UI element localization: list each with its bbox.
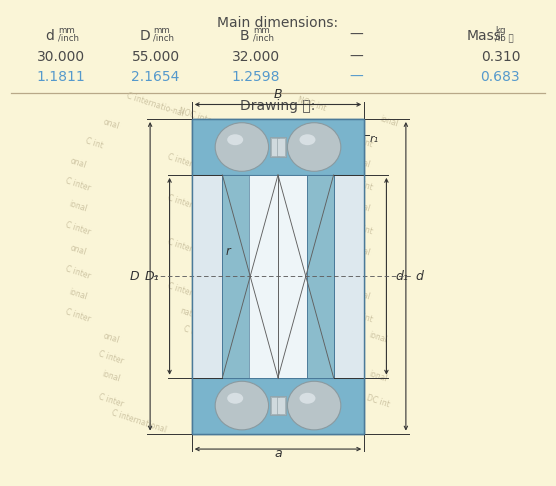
- Ellipse shape: [227, 393, 243, 404]
- Text: onal: onal: [102, 331, 121, 345]
- Text: B: B: [240, 29, 250, 43]
- Text: /lb ⓑ: /lb ⓑ: [495, 34, 513, 43]
- Text: —: —: [349, 50, 363, 64]
- Text: DC int: DC int: [349, 308, 374, 324]
- Ellipse shape: [215, 122, 269, 171]
- Text: Main dimensions:: Main dimensions:: [217, 16, 339, 30]
- Ellipse shape: [287, 122, 341, 171]
- Text: 55.000: 55.000: [132, 50, 180, 64]
- Text: C international: C international: [111, 409, 167, 435]
- Text: onal: onal: [68, 243, 87, 257]
- Text: C international: C international: [194, 364, 251, 390]
- Text: C inter: C inter: [97, 349, 125, 365]
- Text: Mass: Mass: [467, 29, 502, 43]
- Bar: [271, 138, 279, 156]
- Ellipse shape: [300, 393, 315, 404]
- Text: Drawing ⓒ:: Drawing ⓒ:: [240, 99, 316, 113]
- Text: /inch: /inch: [58, 34, 80, 43]
- Text: mm: mm: [253, 26, 270, 35]
- Text: national: national: [206, 392, 239, 410]
- Text: ional: ional: [379, 114, 400, 129]
- Text: d₁: d₁: [395, 270, 408, 283]
- Text: ernational: ernational: [202, 133, 242, 154]
- Text: 32.000: 32.000: [232, 50, 280, 64]
- Text: kg: kg: [495, 26, 505, 35]
- Text: ional: ional: [368, 330, 389, 345]
- Text: ional: ional: [351, 287, 372, 301]
- Text: ional: ional: [101, 369, 122, 384]
- Text: d: d: [46, 29, 54, 43]
- Text: d: d: [416, 270, 424, 283]
- Text: /inch: /inch: [153, 34, 174, 43]
- Bar: [271, 397, 279, 414]
- Text: C international: C international: [183, 325, 240, 351]
- Text: C inter: C inter: [64, 308, 92, 324]
- Bar: [277, 397, 285, 414]
- Text: NOC international: NOC international: [177, 106, 245, 137]
- Ellipse shape: [227, 134, 243, 145]
- Text: ional: ional: [351, 156, 372, 170]
- Text: 0.683: 0.683: [480, 70, 520, 84]
- Text: onal: onal: [68, 156, 87, 170]
- Bar: [277, 138, 285, 156]
- Text: D: D: [139, 29, 150, 43]
- Text: D₁: D₁: [145, 270, 160, 283]
- Bar: [192, 119, 364, 175]
- Text: /inch: /inch: [253, 34, 274, 43]
- Text: 1.1811: 1.1811: [37, 70, 86, 84]
- Text: NOC int: NOC int: [318, 413, 349, 431]
- Text: 2.1654: 2.1654: [131, 70, 180, 84]
- Text: r₁: r₁: [370, 134, 379, 144]
- Text: mm: mm: [58, 26, 75, 35]
- Bar: [270, 137, 286, 156]
- Text: ional: ional: [67, 287, 88, 301]
- Text: national: national: [206, 219, 239, 238]
- Text: national: national: [206, 175, 239, 194]
- Text: C international: C international: [166, 152, 223, 178]
- Text: 1.2598: 1.2598: [231, 70, 280, 84]
- Bar: [192, 119, 364, 434]
- Text: C inter: C inter: [64, 176, 92, 193]
- Text: —: —: [349, 70, 363, 84]
- Text: D: D: [130, 270, 139, 283]
- Bar: [222, 175, 249, 378]
- Text: C inter: C inter: [64, 264, 92, 280]
- Text: ional: ional: [351, 243, 372, 258]
- Bar: [307, 175, 334, 378]
- Bar: [270, 396, 286, 415]
- Text: a: a: [274, 447, 282, 460]
- Bar: [249, 175, 307, 378]
- Text: r: r: [226, 245, 231, 259]
- Text: DC int: DC int: [349, 133, 374, 149]
- Text: NOC int: NOC int: [296, 96, 327, 113]
- Text: C international: C international: [166, 237, 223, 263]
- Text: —: —: [349, 28, 363, 42]
- Bar: [192, 378, 364, 434]
- Text: onal: onal: [102, 117, 121, 131]
- Text: C internatio­nal: C internatio­nal: [126, 91, 186, 118]
- Text: C inter: C inter: [97, 393, 125, 409]
- Text: national: national: [206, 263, 239, 281]
- Text: 0.310: 0.310: [480, 50, 520, 64]
- Text: mm: mm: [153, 26, 170, 35]
- Text: DC int: DC int: [349, 177, 374, 192]
- Text: C international: C international: [166, 281, 223, 307]
- Text: 30.000: 30.000: [37, 50, 85, 64]
- Text: ional: ional: [351, 199, 372, 214]
- Text: national: national: [195, 348, 227, 366]
- Text: DC int: DC int: [349, 221, 374, 236]
- Text: C international: C international: [166, 193, 223, 220]
- Bar: [192, 119, 364, 434]
- Text: ional: ional: [368, 369, 389, 384]
- Text: C inter: C inter: [64, 220, 92, 237]
- Text: DC int: DC int: [365, 393, 391, 409]
- Text: C int: C int: [85, 137, 105, 150]
- Text: ional: ional: [67, 199, 88, 214]
- Bar: [192, 175, 364, 378]
- Text: national: national: [178, 307, 211, 325]
- Ellipse shape: [300, 134, 315, 145]
- Text: B: B: [274, 87, 282, 101]
- Ellipse shape: [287, 381, 341, 430]
- Ellipse shape: [215, 381, 269, 430]
